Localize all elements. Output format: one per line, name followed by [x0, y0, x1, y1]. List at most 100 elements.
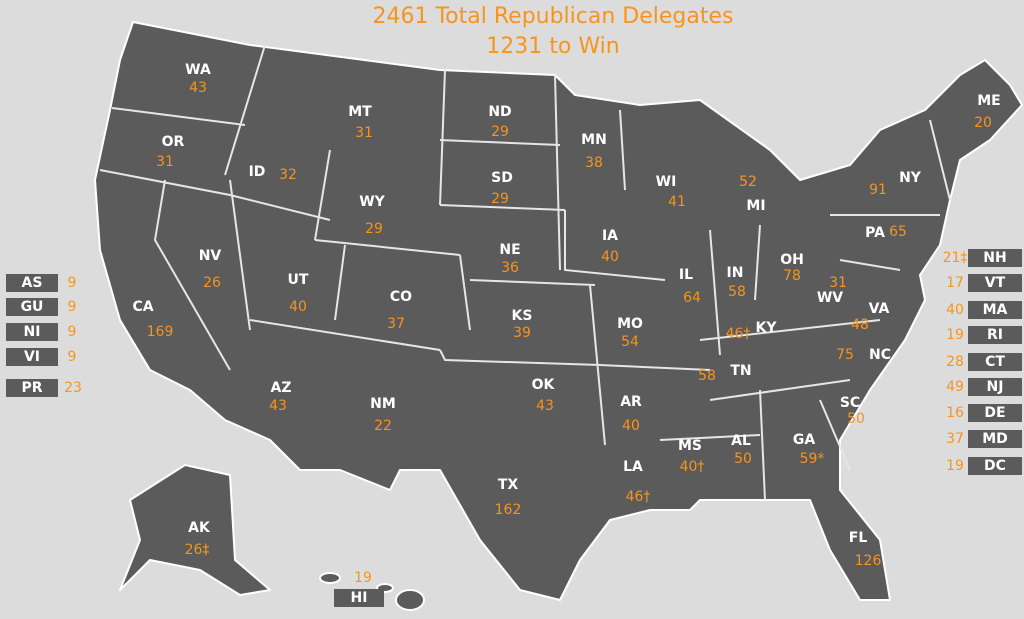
state-delegates: 29 — [491, 124, 509, 140]
state-delegates: 52 — [739, 174, 757, 190]
state-delegates: 19 — [946, 327, 964, 343]
state-abbr: GA — [793, 432, 815, 448]
state-delegates: 78 — [783, 268, 801, 284]
state-abbr: DE — [984, 405, 1005, 421]
state-delegates: 26 — [203, 275, 221, 291]
state-delegates: 59* — [800, 451, 825, 467]
state-abbr: WV — [817, 290, 843, 306]
state-abbr: NY — [899, 170, 922, 186]
state-delegates: 26‡ — [185, 542, 210, 558]
state-abbr: HI — [351, 590, 368, 606]
state-delegates: 31 — [156, 154, 174, 170]
state-delegates: 169 — [147, 324, 174, 340]
territory-abbr: GU — [21, 299, 44, 315]
alaska-shape — [119, 464, 271, 596]
state-delegates: 50 — [734, 451, 752, 467]
state-abbr: OH — [780, 252, 804, 268]
state-delegates: 162 — [495, 502, 522, 518]
state-delegates: 39 — [513, 325, 531, 341]
state-delegates: 50 — [847, 411, 865, 427]
state-delegates: 49 — [946, 379, 964, 395]
title-line-1: 2461 Total Republican Delegates — [373, 4, 734, 29]
state-delegates: 64 — [683, 290, 701, 306]
state-delegates: 31 — [355, 125, 373, 141]
state-abbr: FL — [849, 530, 868, 546]
state-delegates: 43 — [189, 80, 207, 96]
state-abbr: DC — [984, 458, 1006, 474]
state-abbr: CT — [985, 354, 1005, 370]
territory-delegates: 9 — [68, 349, 77, 365]
state-abbr: AK — [188, 520, 211, 536]
state-abbr: MT — [348, 104, 372, 120]
title-line-2: 1231 to Win — [486, 34, 619, 59]
state-box — [968, 326, 1022, 344]
state-box — [968, 249, 1022, 267]
state-abbr: NE — [499, 242, 520, 258]
state-delegates: 31 — [829, 275, 847, 291]
state-abbr: IL — [679, 267, 693, 283]
state-delegates: 65 — [889, 224, 907, 240]
state-abbr: IA — [602, 228, 618, 244]
state-delegates: 46† — [626, 489, 651, 505]
state-delegates: 40 — [946, 302, 964, 318]
territory-box — [6, 323, 58, 341]
state-abbr: KS — [512, 308, 533, 324]
state-abbr: MN — [581, 132, 607, 148]
territory-abbr: VI — [24, 349, 40, 365]
state-delegates: 40 — [289, 299, 307, 315]
state-abbr: ID — [249, 164, 266, 180]
state-delegates: 40 — [601, 249, 619, 265]
state-abbr: AZ — [271, 380, 292, 396]
state-abbr: PA — [865, 225, 885, 241]
territory-abbr: NI — [24, 324, 41, 340]
state-delegates: 58 — [698, 368, 716, 384]
state-abbr: SD — [491, 170, 513, 186]
state-delegates: 48 — [851, 317, 869, 333]
territory-abbr: AS — [22, 275, 43, 291]
state-delegates: 21‡ — [943, 250, 968, 266]
state-delegates: 37 — [946, 431, 964, 447]
state-delegates: 126 — [855, 553, 882, 569]
state-delegates: 91 — [869, 182, 887, 198]
territory-box — [6, 379, 58, 397]
state-abbr: NM — [370, 396, 396, 412]
state-abbr: VA — [869, 301, 890, 317]
state-abbr: ME — [977, 93, 1001, 109]
hawaii-shape — [319, 572, 425, 611]
state-abbr: NV — [199, 248, 222, 264]
state-delegates: 17 — [946, 275, 964, 291]
state-delegates: 40† — [680, 459, 705, 475]
state-abbr: ND — [488, 104, 511, 120]
territory-delegates: 9 — [68, 299, 77, 315]
state-delegates: 43 — [536, 398, 554, 414]
state-delegates: 75 — [836, 347, 854, 363]
state-abbr: LA — [623, 459, 643, 475]
state-abbr: KY — [756, 320, 778, 336]
state-delegates: 29 — [491, 191, 509, 207]
state-delegates: 19 — [354, 570, 372, 586]
territory-box — [6, 348, 58, 366]
state-abbr: AR — [620, 394, 642, 410]
state-delegates: 43 — [269, 398, 287, 414]
state-abbr: OK — [532, 377, 556, 393]
state-box — [968, 378, 1022, 396]
territory-box — [6, 274, 58, 292]
state-box — [968, 274, 1022, 292]
state-abbr: WY — [359, 194, 385, 210]
state-delegates: 46† — [726, 326, 751, 342]
state-borders — [99, 44, 951, 501]
territory-box — [6, 298, 58, 316]
state-delegates: 37 — [387, 316, 405, 332]
state-abbr: IN — [727, 265, 744, 281]
state-delegates: 40 — [622, 418, 640, 434]
state-abbr: TN — [730, 363, 751, 379]
territory-delegates: 9 — [68, 324, 77, 340]
state-box — [968, 404, 1022, 422]
state-delegates: 16 — [946, 405, 964, 421]
state-delegates: 32 — [279, 167, 297, 183]
state-abbr: UT — [288, 272, 309, 288]
state-delegates: 19 — [946, 458, 964, 474]
state-delegates: 28 — [946, 354, 964, 370]
state-box — [334, 589, 384, 607]
state-delegates: 54 — [621, 334, 639, 350]
